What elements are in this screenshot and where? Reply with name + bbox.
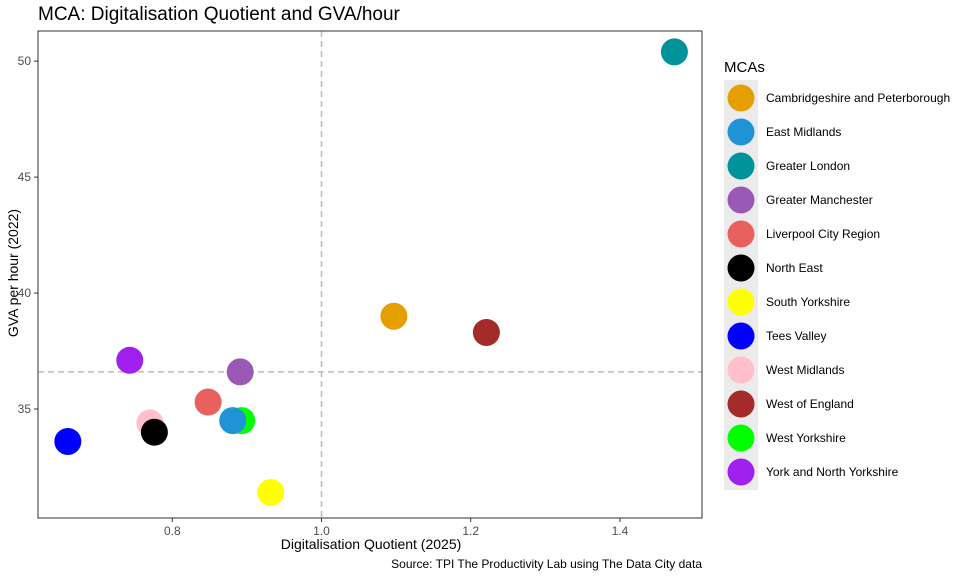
legend-key [727,220,755,248]
x-tick-label: 1.4 [612,524,629,538]
data-point [219,407,247,435]
data-point [194,388,222,416]
legend-key [727,424,755,452]
y-tick-label: 35 [18,402,32,416]
legend-key [727,356,755,384]
legend-label: South Yorkshire [766,295,850,309]
legend-key [727,118,755,146]
legend-label: West of England [766,397,854,411]
legend-label: Greater London [766,159,850,173]
chart-title: MCA: Digitalisation Quotient and GVA/hou… [38,4,401,25]
legend-key [727,288,755,316]
data-point [380,302,408,330]
legend-key [727,390,755,418]
legend: MCAs Cambridgeshire and Peterborough East… [724,59,950,490]
legend-label: Liverpool City Region [766,227,880,241]
legend-key [727,84,755,112]
legend-key [727,186,755,214]
legend-key [727,458,755,486]
y-tick-label: 50 [18,54,32,68]
legend-key [727,254,755,282]
data-point [54,427,82,455]
data-point [140,418,168,446]
x-tick-label: 1.2 [462,524,479,538]
y-tick-label: 40 [18,286,32,300]
y-tick-label: 45 [18,170,32,184]
source-caption: Source: TPI The Productivity Lab using T… [391,557,702,571]
legend-key [727,152,755,180]
legend-label: North East [766,261,823,275]
legend-label: Tees Valley [766,329,826,343]
legend-label: West Midlands [766,363,844,377]
y-axis-title: GVA per hour (2022) [5,209,21,337]
legend-label: East Midlands [766,125,841,139]
x-axis-title: Digitalisation Quotient (2025) [281,536,462,552]
data-point [226,358,254,386]
plot-area: 0.8 1.0 1.2 1.4 35 40 45 50 [18,30,703,538]
plot-border [37,30,703,519]
legend-background [724,80,758,490]
data-point [472,318,500,346]
x-tick-label: 0.8 [164,524,181,538]
legend-key [727,322,755,350]
legend-label: West Yorkshire [766,431,846,445]
data-point [116,346,144,374]
data-point [660,38,688,66]
legend-title: MCAs [724,59,765,76]
legend-label: Greater Manchester [766,193,873,207]
data-point [257,478,285,506]
legend-label: York and North Yorkshire [766,465,899,479]
legend-label: Cambridgeshire and Peterborough [766,91,950,105]
x-tick-label: 1.0 [313,524,330,538]
